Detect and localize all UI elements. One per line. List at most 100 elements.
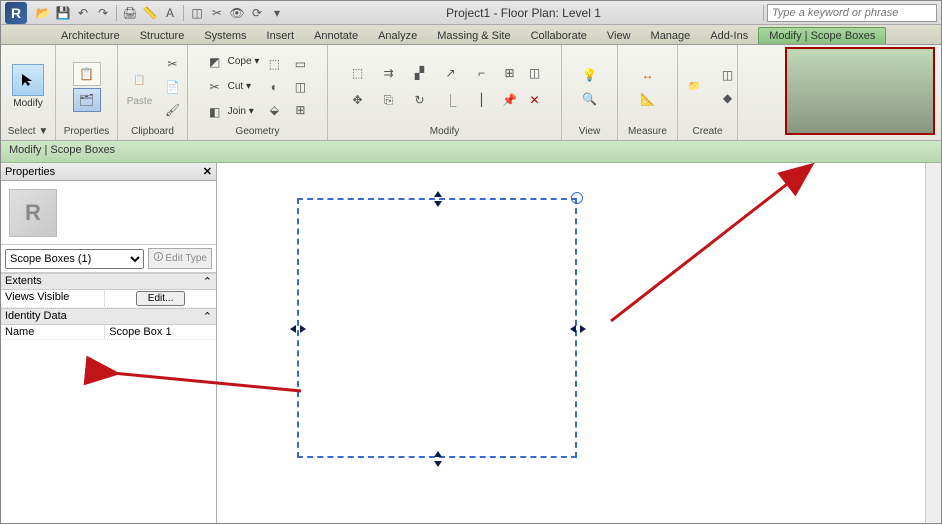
save-icon[interactable]: 💾 <box>54 4 72 22</box>
trim-icon[interactable]: ⌐ <box>467 60 497 86</box>
undo-icon[interactable]: ↶ <box>74 4 92 22</box>
separator <box>116 5 117 21</box>
search-input[interactable] <box>767 4 937 22</box>
app-logo[interactable]: R <box>5 2 27 24</box>
panel-geometry: ◩Cope ▾ ✂Cut ▾ ◧Join ▾ ⬚ ◐ ⬙ ▭ ◫ ⊞ Geome… <box>188 45 328 140</box>
move-arrow-icon[interactable]: ↗ <box>436 60 466 86</box>
view-tool-2-icon[interactable]: 🔍 <box>579 88 601 110</box>
tab-addins[interactable]: Add-Ins <box>700 28 758 44</box>
tab-insert[interactable]: Insert <box>257 28 305 44</box>
offset-icon[interactable]: ⇉ <box>374 60 404 86</box>
scope-box[interactable] <box>297 198 577 458</box>
move-icon[interactable]: ✥ <box>343 87 373 113</box>
edit-type-icon: 🛈 <box>153 250 163 267</box>
geom-tool-2-icon[interactable]: ◐ <box>263 76 285 98</box>
cube-icon[interactable]: ◫ <box>188 4 206 22</box>
tab-modify-scope-boxes[interactable]: Modify | Scope Boxes <box>758 27 886 44</box>
geom-tool-6-icon[interactable]: ⊞ <box>289 99 311 121</box>
panel-modify: ⬚ ⇉ ▞ ↗ ⌐ ⊞ ◫ ✥ ⎘ ↻ ⎿ ⎮ 📌 ✕ Modify <box>328 45 562 140</box>
create-icon: 📁 <box>681 73 709 101</box>
paste-label: Paste <box>127 96 153 107</box>
views-visible-edit-button[interactable]: Edit... <box>136 291 186 306</box>
palette-title: Properties <box>5 166 55 178</box>
panel-measure: ↔ 📐 Measure <box>618 45 678 140</box>
prop-name: Name Scope Box 1 <box>1 325 216 340</box>
vertical-scrollbar[interactable] <box>925 163 941 523</box>
measure-along-icon[interactable]: 📐 <box>628 88 668 110</box>
sync-icon[interactable]: ⟳ <box>248 4 266 22</box>
panel-properties: 📋 🗂 Properties <box>56 45 118 140</box>
section-icon[interactable]: ✂ <box>208 4 226 22</box>
cope-icon[interactable]: ◩ <box>204 51 226 73</box>
split-icon[interactable]: ⎮ <box>467 87 497 113</box>
panel-create: 📁 ◫ ◆ Create <box>678 45 738 140</box>
close-icon[interactable]: ✕ <box>203 165 212 178</box>
tab-collaborate[interactable]: Collaborate <box>521 28 597 44</box>
tab-analyze[interactable]: Analyze <box>368 28 427 44</box>
join-icon[interactable]: ◧ <box>204 101 226 123</box>
measure-icon[interactable]: 📏 <box>141 4 159 22</box>
dropdown-icon[interactable]: ▾ <box>268 4 286 22</box>
array-icon[interactable]: ⊞ <box>498 60 522 86</box>
group-identity-header[interactable]: Identity Data ⌃ <box>1 308 216 325</box>
drag-handle-left-icon[interactable] <box>289 320 305 336</box>
create-tool-2-icon[interactable]: ◆ <box>717 87 739 109</box>
view-icon[interactable]: 👁 <box>228 4 246 22</box>
drag-handle-top-icon[interactable] <box>429 190 445 206</box>
tab-architecture[interactable]: Architecture <box>51 28 130 44</box>
join-label[interactable]: Join ▾ <box>228 106 254 117</box>
redo-icon[interactable]: ↷ <box>94 4 112 22</box>
modify-button[interactable]: Modify <box>8 62 48 111</box>
tab-systems[interactable]: Systems <box>194 28 256 44</box>
cursor-icon <box>12 64 44 96</box>
cope-label[interactable]: Cope ▾ <box>228 56 260 67</box>
edit-type-label: Edit Type <box>165 253 207 264</box>
align-icon[interactable]: ⬚ <box>343 60 373 86</box>
rotate-handle-icon[interactable] <box>571 192 583 204</box>
mirror-icon[interactable]: ▞ <box>405 60 435 86</box>
type-preview: R <box>1 181 216 245</box>
panel-clipboard: 📋 Paste ✂ 📄 🖌 Clipboard <box>118 45 188 140</box>
geom-tool-4-icon[interactable]: ▭ <box>289 53 311 75</box>
drag-handle-right-icon[interactable] <box>569 320 585 336</box>
copy-icon[interactable]: 📄 <box>162 76 184 98</box>
paste-icon: 📋 <box>126 66 154 94</box>
print-icon[interactable]: 🖨 <box>121 4 139 22</box>
geom-tool-3-icon[interactable]: ⬙ <box>263 99 285 121</box>
cut-icon[interactable]: ✂ <box>162 53 184 75</box>
properties-icon[interactable]: 📋 <box>73 62 101 86</box>
geom-tool-5-icon[interactable]: ◫ <box>289 76 311 98</box>
tab-structure[interactable]: Structure <box>130 28 195 44</box>
type-selector[interactable]: Scope Boxes (1) <box>5 249 144 269</box>
view-tool-1-icon[interactable]: 💡 <box>579 64 601 86</box>
panel-select: Modify Select ▼ <box>1 45 56 140</box>
tab-view[interactable]: View <box>597 28 641 44</box>
tab-massing-site[interactable]: Massing & Site <box>427 28 520 44</box>
tab-annotate[interactable]: Annotate <box>304 28 368 44</box>
geom-tool-1-icon[interactable]: ⬚ <box>263 53 285 75</box>
rotate-icon[interactable]: ↻ <box>405 87 435 113</box>
copy-move-icon[interactable]: ⎘ <box>374 87 404 113</box>
cut-geom-label[interactable]: Cut ▾ <box>228 81 251 92</box>
type-properties-icon[interactable]: 🗂 <box>73 88 101 112</box>
palette-titlebar: Properties ✕ <box>1 163 216 181</box>
match-icon[interactable]: 🖌 <box>162 99 184 121</box>
pin-icon[interactable]: 📌 <box>498 87 522 113</box>
open-icon[interactable]: 📂 <box>34 4 52 22</box>
group1-icon[interactable]: ◫ <box>523 60 547 86</box>
tab-manage[interactable]: Manage <box>641 28 701 44</box>
group-extents-header[interactable]: Extents ⌃ <box>1 273 216 290</box>
create-button[interactable]: 📁 <box>677 71 713 103</box>
delete-icon[interactable]: ✕ <box>523 87 547 113</box>
cut-geom-icon[interactable]: ✂ <box>204 76 226 98</box>
paste-button[interactable]: 📋 Paste <box>122 64 158 109</box>
trim2-icon[interactable]: ⎿ <box>436 87 466 113</box>
drag-handle-bottom-icon[interactable] <box>429 450 445 466</box>
edit-type-button[interactable]: 🛈 Edit Type <box>148 248 212 269</box>
drawing-canvas[interactable] <box>217 163 941 523</box>
name-value[interactable]: Scope Box 1 <box>104 325 216 339</box>
measure-dist-icon[interactable]: ↔ <box>628 64 668 86</box>
create-tool-1-icon[interactable]: ◫ <box>717 64 739 86</box>
ribbon: Modify Select ▼ 📋 🗂 Properties 📋 Paste ✂… <box>1 45 941 141</box>
text-icon[interactable]: A <box>161 4 179 22</box>
